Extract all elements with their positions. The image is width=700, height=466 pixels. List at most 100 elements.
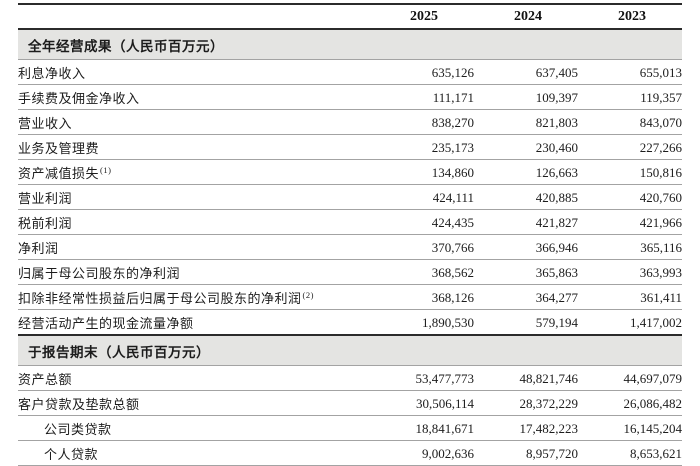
row-label: 资产总额 <box>18 366 370 391</box>
table-row: 税前利润 424,435 421,827 421,966 <box>18 210 682 235</box>
row-label: 利息净收入 <box>18 60 370 85</box>
table-row: 经营活动产生的现金流量净额 1,890,530 579,194 1,417,00… <box>18 310 682 336</box>
row-label-text: 扣除非经常性损益后归属于母公司股东的净利润 <box>18 291 302 306</box>
row-label: 业务及管理费 <box>18 135 370 160</box>
row-value-2024: 48,821,746 <box>519 370 579 386</box>
row-value-2023: 655,013 <box>639 64 682 80</box>
row-value-2023: 227,266 <box>639 139 682 155</box>
row-value-2025: 368,126 <box>431 289 474 305</box>
table-row: 资产总额 53,477,773 48,821,746 44,697,079 <box>18 366 682 391</box>
row-value-2023: 119,357 <box>640 89 682 105</box>
row-value-2025: 635,126 <box>431 64 474 80</box>
row-label: 公司类贷款 <box>18 416 370 441</box>
row-value-2024: 637,405 <box>535 64 578 80</box>
row-label: 税前利润 <box>18 210 370 235</box>
section-header-row: 全年经营成果（人民币百万元） <box>18 29 682 60</box>
year-header-2023: 2023 <box>618 9 646 24</box>
row-value-2023: 361,411 <box>640 289 682 305</box>
section-title: 全年经营成果（人民币百万元） <box>18 29 682 60</box>
row-label: 个人贷款 <box>18 441 370 466</box>
row-label: 客户贷款及垫款总额 <box>18 391 370 416</box>
table-row: 净利润 370,766 366,946 365,116 <box>18 235 682 260</box>
year-header-spacer <box>18 4 370 29</box>
row-value-2024: 364,277 <box>535 289 578 305</box>
table-row: 公司类贷款 18,841,671 17,482,223 16,145,204 <box>18 416 682 441</box>
financial-summary-table: 2025 2024 2023 全年经营成果（人民币百万元） 利息净收入 635,… <box>18 3 682 466</box>
row-value-2024: 366,946 <box>535 239 578 255</box>
footnote-marker: (1) <box>100 164 112 175</box>
year-header-row: 2025 2024 2023 <box>18 4 682 29</box>
row-value-2023: 363,993 <box>639 264 682 280</box>
row-value-2025: 18,841,671 <box>415 420 475 436</box>
row-value-2024: 109,397 <box>535 89 578 105</box>
row-label: 营业收入 <box>18 110 370 135</box>
row-value-2023: 26,086,482 <box>623 395 683 411</box>
row-value-2025: 838,270 <box>431 114 474 130</box>
row-label: 经营活动产生的现金流量净额 <box>18 310 370 336</box>
row-value-2025: 134,860 <box>431 164 474 180</box>
row-value-2023: 843,070 <box>639 114 682 130</box>
row-label: 归属于母公司股东的净利润 <box>18 260 370 285</box>
table-row: 个人贷款 9,002,636 8,957,720 8,653,621 <box>18 441 682 466</box>
table-row: 资产减值损失(1) 134,860 126,663 150,816 <box>18 160 682 185</box>
row-value-2023: 365,116 <box>640 239 682 255</box>
row-label-text: 个人贷款 <box>44 447 99 462</box>
row-value-2023: 150,816 <box>639 164 682 180</box>
footnote-marker: (2) <box>302 289 314 300</box>
row-value-2025: 9,002,636 <box>422 445 474 461</box>
row-label-text: 净利润 <box>18 241 59 256</box>
section-title: 于报告期末（人民币百万元） <box>18 335 682 366</box>
table-row: 利息净收入 635,126 637,405 655,013 <box>18 60 682 85</box>
row-value-2025: 235,173 <box>431 139 474 155</box>
row-value-2024: 230,460 <box>535 139 578 155</box>
row-value-2023: 44,697,079 <box>623 370 683 386</box>
row-value-2023: 16,145,204 <box>623 420 683 436</box>
row-label-text: 营业利润 <box>18 191 73 206</box>
row-value-2025: 424,435 <box>431 214 474 230</box>
row-value-2024: 421,827 <box>535 214 578 230</box>
row-label: 营业利润 <box>18 185 370 210</box>
row-value-2024: 8,957,720 <box>526 445 578 461</box>
row-label-text: 利息净收入 <box>18 66 86 81</box>
row-label-text: 经营活动产生的现金流量净额 <box>18 316 194 331</box>
table-row: 营业收入 838,270 821,803 843,070 <box>18 110 682 135</box>
row-label-text: 归属于母公司股东的净利润 <box>18 266 181 281</box>
row-value-2024: 126,663 <box>535 164 578 180</box>
row-value-2025: 424,111 <box>432 189 474 205</box>
row-label: 资产减值损失(1) <box>18 160 370 185</box>
table-row: 业务及管理费 235,173 230,460 227,266 <box>18 135 682 160</box>
row-value-2025: 368,562 <box>431 264 474 280</box>
row-label-text: 公司类贷款 <box>44 422 112 437</box>
row-value-2025: 30,506,114 <box>415 395 474 411</box>
row-value-2025: 111,171 <box>432 89 474 105</box>
section-header-row: 于报告期末（人民币百万元） <box>18 335 682 366</box>
row-value-2024: 821,803 <box>535 114 578 130</box>
row-value-2023: 8,653,621 <box>630 445 682 461</box>
year-header-2024: 2024 <box>514 9 542 24</box>
row-value-2024: 17,482,223 <box>519 420 579 436</box>
row-label-text: 客户贷款及垫款总额 <box>18 397 140 412</box>
row-label-text: 营业收入 <box>18 116 73 131</box>
table-row: 手续费及佣金净收入 111,171 109,397 119,357 <box>18 85 682 110</box>
row-label: 净利润 <box>18 235 370 260</box>
row-label-text: 业务及管理费 <box>18 141 100 156</box>
row-value-2024: 28,372,229 <box>519 395 579 411</box>
row-value-2024: 365,863 <box>535 264 578 280</box>
row-value-2025: 53,477,773 <box>415 370 475 386</box>
row-value-2023: 421,966 <box>639 214 682 230</box>
table-row: 客户贷款及垫款总额 30,506,114 28,372,229 26,086,4… <box>18 391 682 416</box>
row-value-2025: 370,766 <box>431 239 474 255</box>
year-header-2025: 2025 <box>410 9 438 24</box>
row-label-text: 手续费及佣金净收入 <box>18 91 140 106</box>
row-label: 手续费及佣金净收入 <box>18 85 370 110</box>
table-row: 归属于母公司股东的净利润 368,562 365,863 363,993 <box>18 260 682 285</box>
row-label-text: 资产减值损失 <box>18 166 100 181</box>
row-value-2023: 1,417,002 <box>630 314 682 330</box>
row-label-text: 资产总额 <box>18 372 73 387</box>
table-row: 扣除非经常性损益后归属于母公司股东的净利润(2) 368,126 364,277… <box>18 285 682 310</box>
row-value-2024: 420,885 <box>535 189 578 205</box>
table-row: 营业利润 424,111 420,885 420,760 <box>18 185 682 210</box>
row-value-2025: 1,890,530 <box>422 314 474 330</box>
row-value-2023: 420,760 <box>639 189 682 205</box>
